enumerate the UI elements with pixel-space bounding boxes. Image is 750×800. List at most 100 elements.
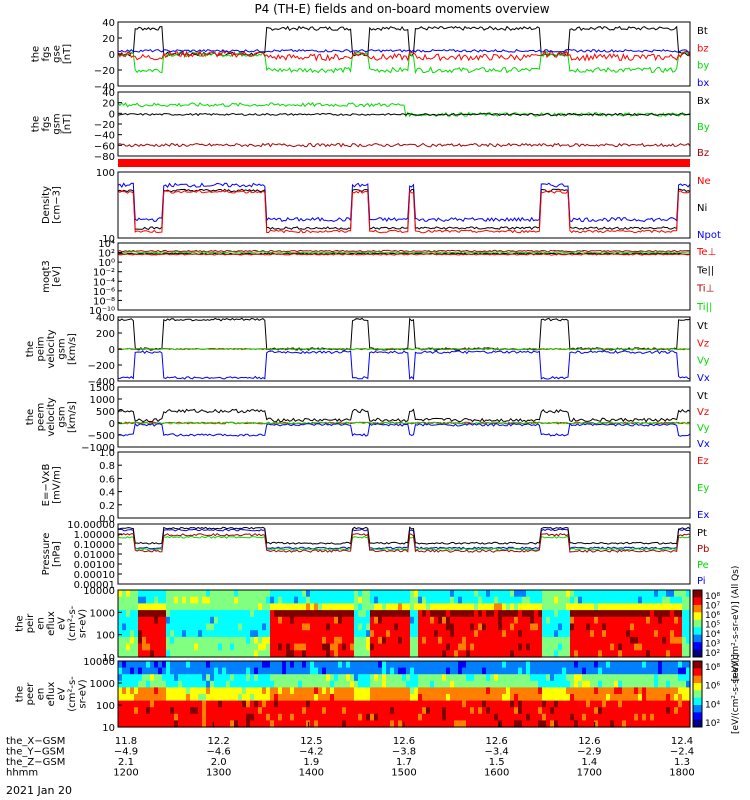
heatmap-cell	[646, 596, 651, 604]
heatmap-cell	[222, 596, 227, 604]
heatmap-cell	[670, 636, 675, 645]
y-axis-label: the peer en eflux eV (cm²-s-sr-eV)	[15, 676, 89, 712]
heatmap-cell	[442, 720, 447, 728]
heatmap-cell	[162, 661, 167, 669]
heatmap-cell	[290, 687, 295, 695]
heatmap-cell	[210, 650, 215, 658]
heatmap-cell	[490, 674, 495, 682]
heatmap-cell	[178, 643, 183, 651]
heatmap-cell	[330, 661, 335, 669]
heatmap-cell	[202, 596, 207, 604]
heatmap-cell	[574, 700, 579, 708]
heatmap-cell	[622, 700, 627, 708]
heatmap-cell	[642, 636, 647, 645]
heatmap-cell	[362, 674, 367, 682]
x-tick-label: −4.9	[114, 747, 138, 758]
heatmap-cell	[626, 623, 631, 631]
heatmap-cell	[498, 630, 503, 638]
heatmap-cell	[438, 636, 443, 645]
heatmap-cell	[674, 720, 679, 728]
heatmap-cell	[302, 590, 307, 598]
legend-Pt: Pt	[697, 528, 707, 539]
heatmap-cell	[138, 623, 143, 631]
heatmap-cell	[206, 623, 211, 631]
heatmap-cell	[490, 643, 495, 651]
y-axis-label: E=−VxB [mV/m]	[41, 464, 63, 507]
heatmap-cell	[518, 603, 523, 611]
y-tick-label: 0.6	[99, 474, 115, 485]
heatmap-cell	[218, 590, 223, 598]
heatmap-cell	[218, 694, 223, 702]
heatmap-cell	[522, 623, 527, 631]
heatmap-cell	[522, 630, 527, 638]
heatmap-cell	[578, 707, 583, 715]
heatmap-cell	[266, 590, 271, 598]
heatmap-cell	[494, 590, 499, 598]
heatmap-cell	[686, 603, 691, 611]
heatmap-cell	[126, 623, 131, 631]
heatmap-cell	[442, 667, 447, 675]
heatmap-cell	[562, 610, 567, 618]
heatmap-cell	[662, 720, 667, 728]
heatmap-cell	[266, 713, 271, 721]
colorbar-swatch	[693, 690, 702, 699]
heatmap-cell	[506, 623, 511, 631]
heatmap-cell	[578, 643, 583, 651]
heatmap-cell	[302, 630, 307, 638]
heatmap-cell	[526, 720, 531, 728]
heatmap-cell	[430, 623, 435, 631]
heatmap-cell	[414, 623, 419, 631]
heatmap-cell	[146, 610, 151, 618]
y-tick-label: 10⁻²	[93, 268, 115, 279]
heatmap-cell	[610, 667, 615, 675]
heatmap-cell	[586, 636, 591, 645]
heatmap-cell	[226, 616, 231, 625]
heatmap-cell	[306, 674, 311, 682]
heatmap-cell	[566, 674, 571, 682]
heatmap-cell	[298, 643, 303, 651]
heatmap-cell	[454, 687, 459, 695]
heatmap-cell	[294, 623, 299, 631]
heatmap-cell	[474, 680, 479, 688]
heatmap-cell	[442, 630, 447, 638]
heatmap-cell	[326, 623, 331, 631]
heatmap-cell	[610, 707, 615, 715]
heatmap-cell	[538, 596, 543, 604]
series-Vx	[117, 422, 691, 437]
heatmap-cell	[422, 680, 427, 688]
heatmap-cell	[658, 590, 663, 598]
heatmap-cell	[342, 680, 347, 688]
heatmap-cell	[330, 694, 335, 702]
x-tick-label: 2.0	[211, 757, 227, 768]
heatmap-cell	[174, 623, 179, 631]
heatmap-cell	[526, 650, 531, 658]
heatmap-cell	[546, 616, 551, 625]
y-axis-label: the fgs gsm [nT]	[30, 113, 73, 134]
heatmap-cell	[126, 610, 131, 618]
heatmap-cell	[262, 596, 267, 604]
heatmap-cell	[546, 694, 551, 702]
heatmap-cell	[262, 667, 267, 675]
x-tick-label: 12.5	[300, 736, 322, 747]
heatmap-cell	[382, 680, 387, 688]
heatmap-cell	[458, 623, 463, 631]
heatmap-cell	[386, 603, 391, 611]
heatmap-cell	[190, 623, 195, 631]
heatmap-cell	[298, 674, 303, 682]
y-label-line: fgs	[41, 46, 52, 61]
heatmap-cell	[130, 674, 135, 682]
heatmap-cell	[334, 610, 339, 618]
heatmap-cell	[162, 623, 167, 631]
heatmap-cell	[610, 700, 615, 708]
heatmap-cell	[614, 720, 619, 728]
heatmap-cell	[378, 616, 383, 625]
heatmap-cell	[674, 636, 679, 645]
heatmap-cell	[462, 603, 467, 611]
heatmap-cell	[626, 700, 631, 708]
heatmap-cell	[450, 674, 455, 682]
heatmap-cell	[434, 707, 439, 715]
heatmap-cell	[290, 667, 295, 675]
heatmap-cell	[330, 643, 335, 651]
